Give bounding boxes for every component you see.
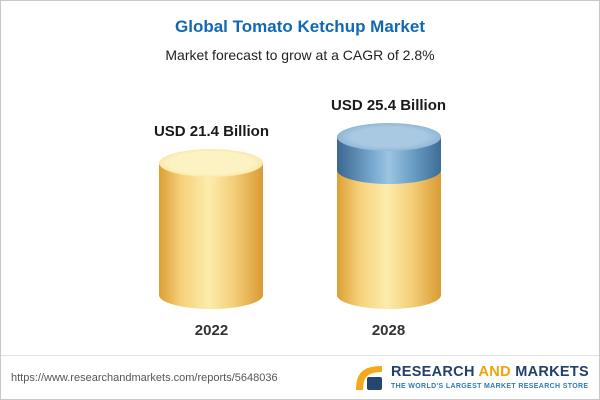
logo-name: RESEARCH AND MARKETS xyxy=(390,363,589,380)
cylinder-2022 xyxy=(159,149,264,309)
cylinder-body xyxy=(159,163,264,309)
cylinder-body xyxy=(336,170,441,309)
bar-group-2022: USD 21.4 Billion 2022 xyxy=(154,123,269,339)
bar-chart: USD 21.4 Billion 2022 USD 25.4 Billion 2… xyxy=(1,97,599,339)
research-and-markets-logo-icon xyxy=(355,365,382,390)
bar-group-2028: USD 25.4 Billion 2028 xyxy=(331,97,446,339)
chart-subtitle: Market forecast to grow at a CAGR of 2.8… xyxy=(165,47,435,63)
cylinder-2028 xyxy=(336,123,441,309)
cylinder-top-ellipse-blue xyxy=(336,123,441,151)
report-url: https://www.researchandmarkets.com/repor… xyxy=(11,371,278,384)
logo-tagline: THE WORLD'S LARGEST MARKET RESEARCH STOR… xyxy=(390,382,589,390)
cylinder-top-ellipse xyxy=(159,149,264,177)
page-title: Global Tomato Ketchup Market xyxy=(175,17,425,36)
year-label-2028: 2028 xyxy=(371,322,406,339)
page-footer: https://www.researchandmarkets.com/repor… xyxy=(1,355,599,399)
logo-word-markets: MARKETS xyxy=(515,363,589,380)
value-label-2028: USD 25.4 Billion xyxy=(331,97,447,114)
value-label-2022: USD 21.4 Billion xyxy=(153,123,269,140)
chart-header: Global Tomato Ketchup Market Market fore… xyxy=(1,1,599,63)
year-label-2022: 2022 xyxy=(194,322,229,339)
logo-word-research: RESEARCH xyxy=(390,363,475,380)
logo-word-and: AND xyxy=(478,363,511,380)
research-and-markets-logo: RESEARCH AND MARKETS THE WORLD'S LARGEST… xyxy=(354,364,589,392)
logo-text: RESEARCH AND MARKETS THE WORLD'S LARGEST… xyxy=(390,363,589,391)
